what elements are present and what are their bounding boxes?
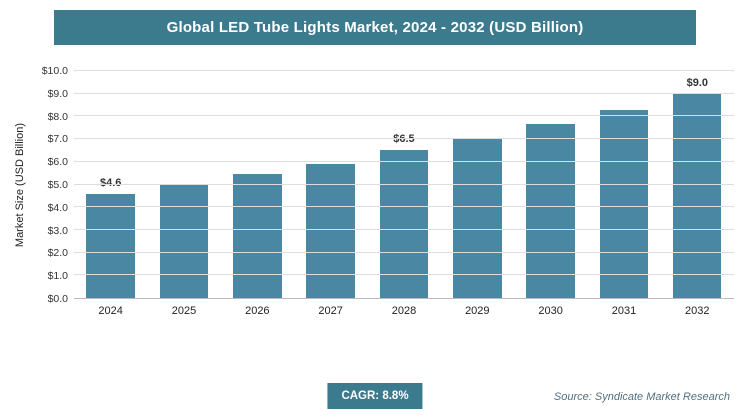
gridline xyxy=(74,92,734,94)
bar-2027 xyxy=(306,164,355,298)
y-tick-label: $3.0 xyxy=(47,224,68,237)
x-tick-label: 2025 xyxy=(171,305,197,317)
bar-2025 xyxy=(159,184,209,298)
footer: CAGR: 8.8% Source: Syndicate Market Rese… xyxy=(0,383,750,413)
x-tick-label: 2031 xyxy=(611,305,637,317)
bar-2026 xyxy=(233,174,282,298)
chart-title-banner: Global LED Tube Lights Market, 2024 - 20… xyxy=(54,10,696,45)
x-tick-label: 2032 xyxy=(685,305,710,317)
y-tick-label: $0.0 xyxy=(47,293,68,305)
gridline xyxy=(74,206,734,208)
gridline xyxy=(74,70,734,71)
x-tick-label: 2028 xyxy=(391,305,417,317)
bar-2029 xyxy=(453,139,502,298)
bar-2028 xyxy=(379,150,429,298)
y-axis-label: Market Size (USD Billion) xyxy=(14,122,26,248)
x-tick-label: 2027 xyxy=(318,305,343,317)
bar-slot: $9.0 xyxy=(661,71,734,298)
gridline xyxy=(74,183,734,185)
bar-value-label: $4.6 xyxy=(100,177,121,190)
y-tick-label: $2.0 xyxy=(47,247,68,260)
bar-slot xyxy=(294,71,367,298)
bar-slot xyxy=(441,71,514,298)
y-tick-label: $5.0 xyxy=(47,179,68,191)
plot-area: $4.6 $6.5 $9.0 xyxy=(74,70,734,299)
bars-container: $4.6 $6.5 $9.0 xyxy=(74,71,734,298)
gridline xyxy=(74,138,734,140)
bar-2032 xyxy=(673,93,722,298)
bar-2024 xyxy=(86,193,135,298)
bar-slot: $6.5 xyxy=(367,71,440,298)
source-text: Source: Syndicate Market Research xyxy=(553,391,730,403)
bar-slot xyxy=(587,71,660,298)
bar-slot xyxy=(147,71,220,298)
bar-value-label: $6.5 xyxy=(393,133,415,146)
y-tick-label: $6.0 xyxy=(47,156,68,169)
chart-title: Global LED Tube Lights Market, 2024 - 20… xyxy=(166,19,584,36)
gridline xyxy=(74,160,734,162)
bar-2031 xyxy=(599,109,649,298)
cagr-badge: CAGR: 8.8% xyxy=(327,383,423,409)
x-tick-label: 2024 xyxy=(98,305,123,317)
gridline xyxy=(74,228,734,230)
page: Global LED Tube Lights Market, 2024 - 20… xyxy=(0,10,750,417)
y-tick-label: $7.0 xyxy=(47,133,68,146)
y-tick-label: $4.0 xyxy=(47,201,68,214)
y-tick-label: $10.0 xyxy=(41,65,68,77)
x-tick-label: 2029 xyxy=(465,305,490,317)
bar-slot xyxy=(514,71,587,298)
bar-slot: $4.6 xyxy=(74,71,147,298)
gridline xyxy=(74,274,734,276)
chart-main: $0.0 $1.0 $2.0 $3.0 $4.0 $5.0 $6.0 $7.0 $8.0 $9.0… xyxy=(30,65,734,323)
y-axis-ticks: $0.0 $1.0 $2.0 $3.0 $4.0 $5.0 $6.0 $7.0 $8.0 $9.0… xyxy=(30,65,74,305)
chart: Market Size (USD Billion) $0.0 $1.0 $2.0 $3… xyxy=(10,65,734,323)
y-tick-label: $1.0 xyxy=(47,270,68,283)
gridline xyxy=(74,115,734,117)
x-tick-label: 2026 xyxy=(245,305,270,317)
bar-value-label: $9.0 xyxy=(686,76,708,89)
y-axis-label-column: Market Size (USD Billion) xyxy=(10,71,30,323)
bar-2030 xyxy=(526,124,575,298)
y-tick-label: $9.0 xyxy=(47,87,68,100)
gridline xyxy=(74,251,734,253)
plot-row: $0.0 $1.0 $2.0 $3.0 $4.0 $5.0 $6.0 $7.0 $8.0 $9.0… xyxy=(30,65,734,305)
x-axis-ticks: 2024 2025 2026 2027 2028 2029 2030 2031 2032 xyxy=(74,299,734,323)
y-tick-label: $8.0 xyxy=(47,110,68,123)
x-tick-label: 2030 xyxy=(538,305,563,317)
bar-slot xyxy=(221,71,294,298)
